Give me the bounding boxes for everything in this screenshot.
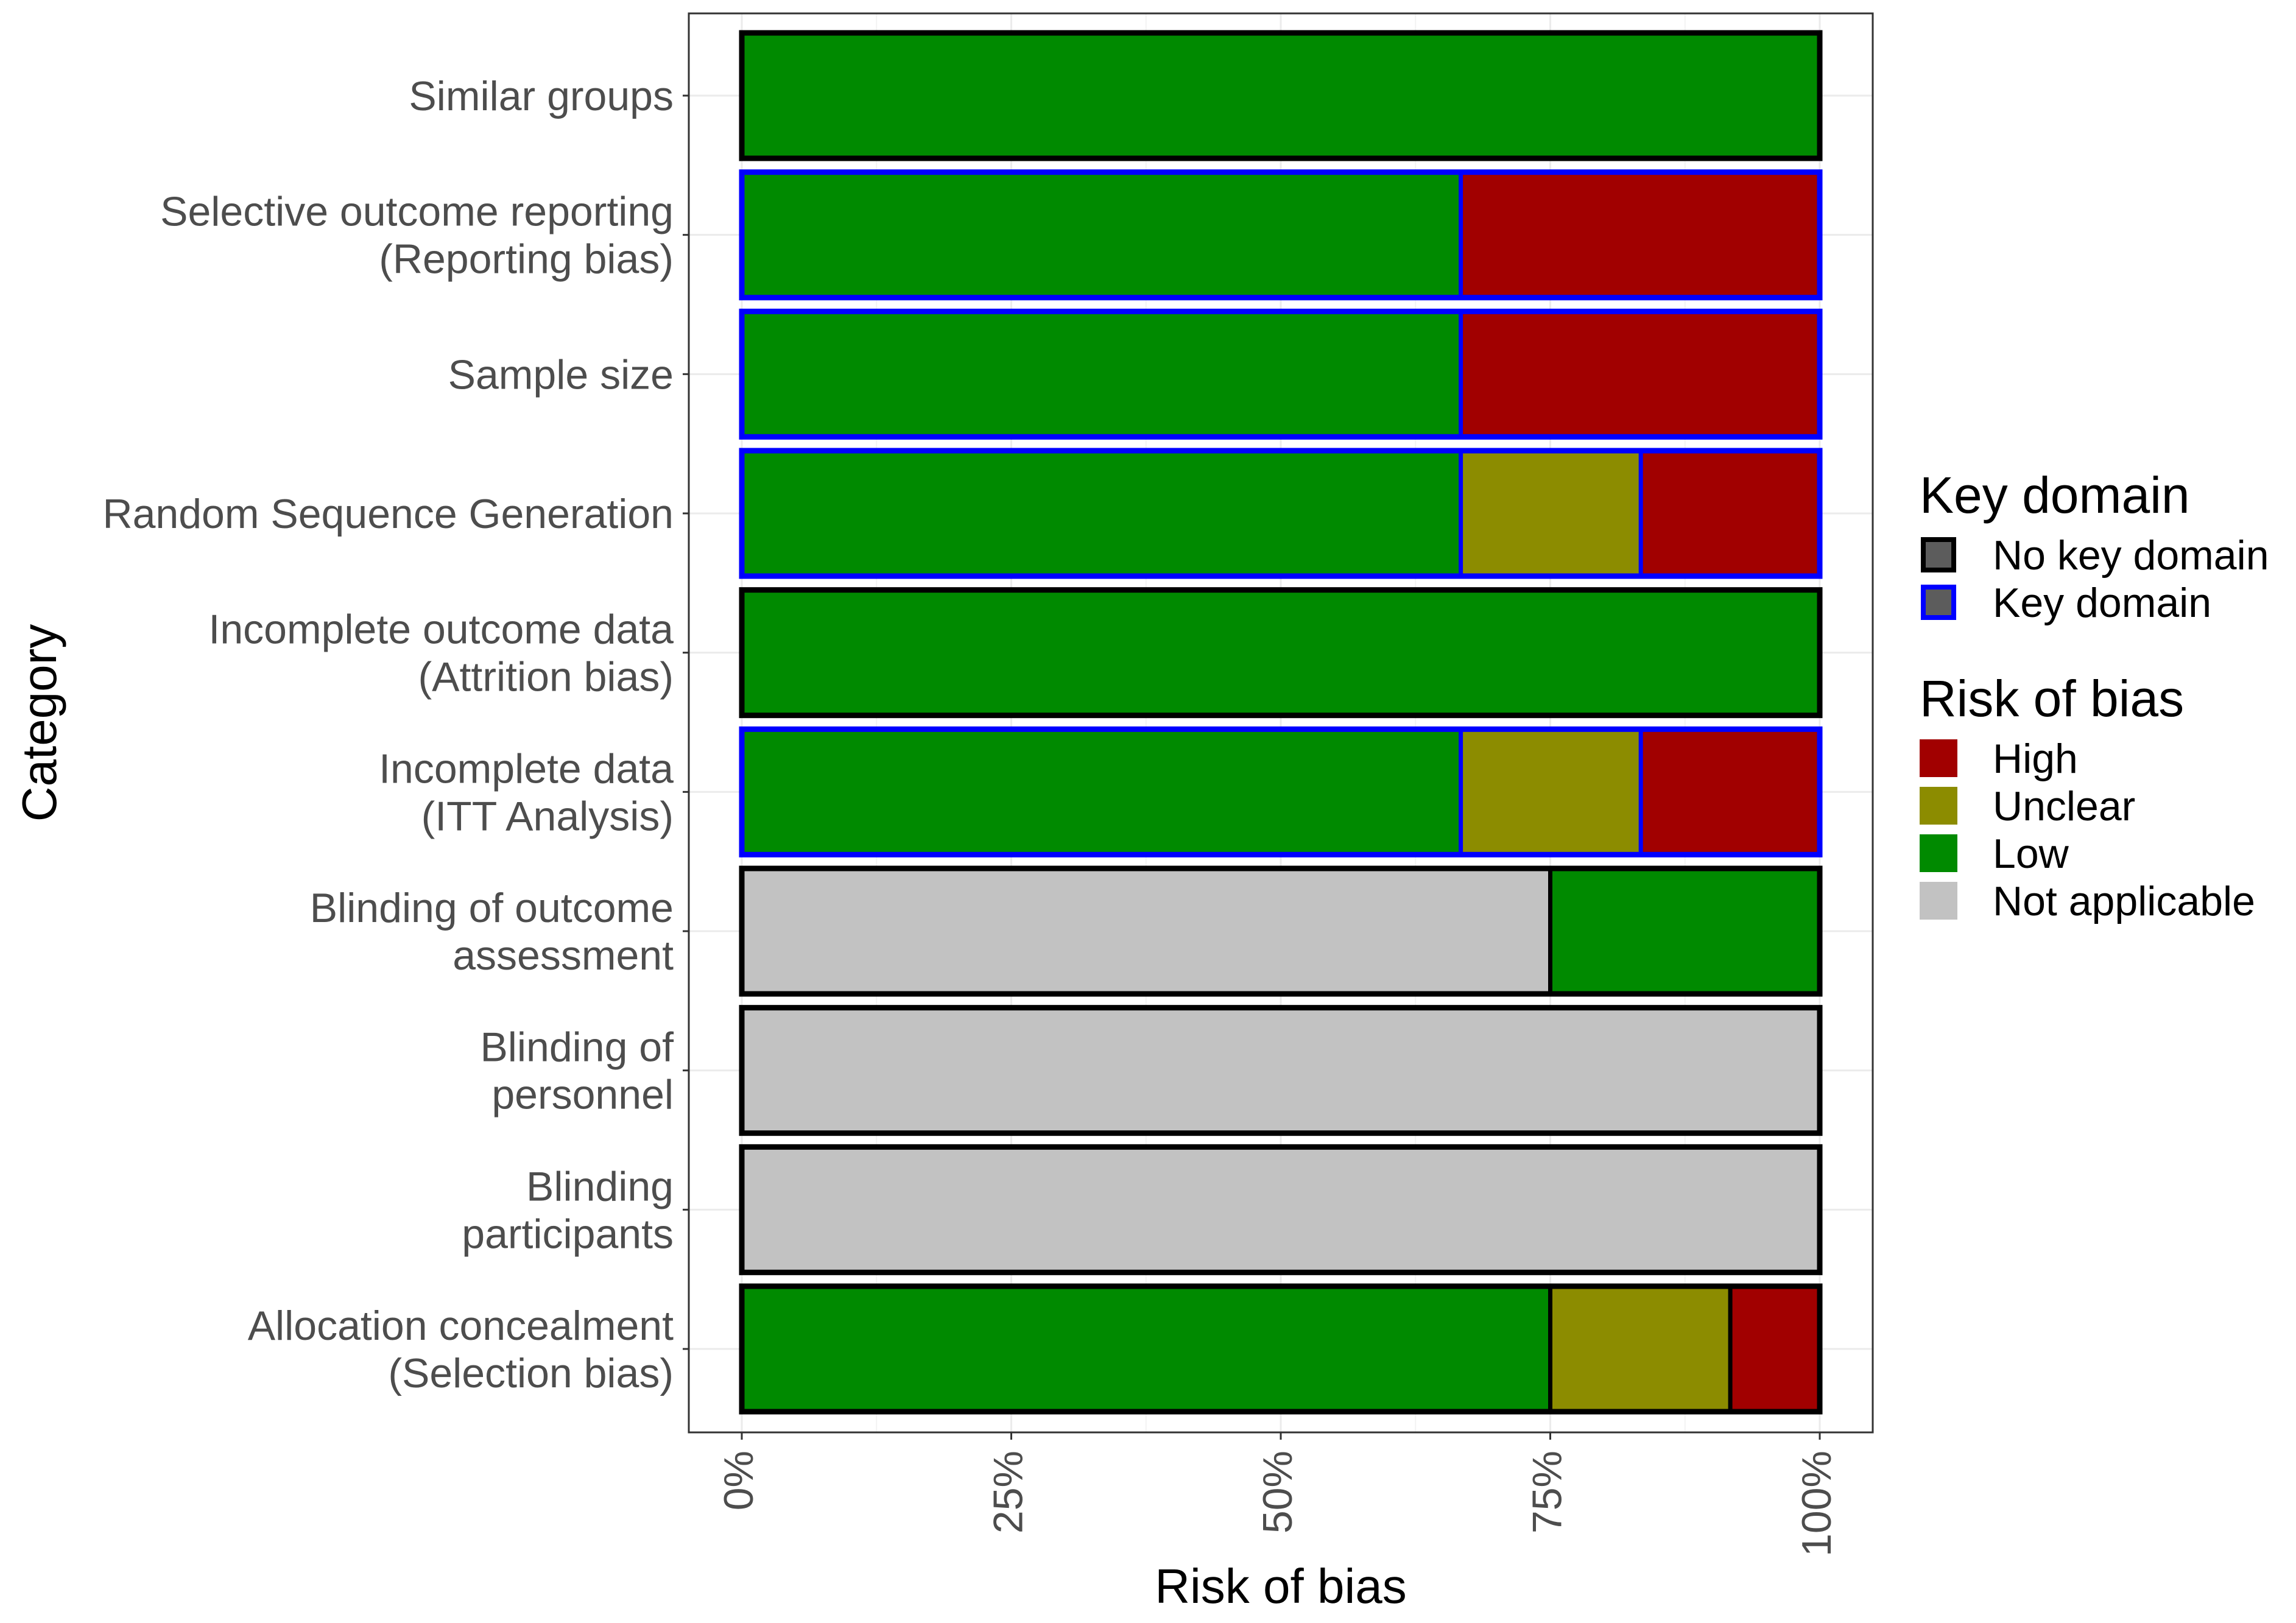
- category-label: participants: [462, 1211, 674, 1257]
- category-label: Selective outcome reporting: [160, 189, 674, 235]
- bar-segment: [742, 1147, 1820, 1273]
- bar-outline: [739, 1283, 1823, 1415]
- bar-group: [739, 169, 1823, 301]
- bar-group: [739, 1283, 1823, 1415]
- category-label: Sample size: [448, 351, 674, 398]
- bar-segment: [742, 729, 1461, 855]
- bar-segment: [1641, 729, 1820, 855]
- category-label: (ITT Analysis): [421, 793, 674, 839]
- bar-segment: [1460, 311, 1820, 437]
- bar-segment: [1460, 172, 1820, 298]
- bar-group: [739, 1005, 1823, 1136]
- category-label: Incomplete outcome data: [208, 607, 674, 653]
- legend-label: Not applicable: [1993, 878, 2255, 924]
- legend-key: [1921, 585, 1956, 620]
- bar-outline: [739, 448, 1823, 579]
- legend-label: High: [1993, 736, 2078, 782]
- x-tick-label: 75%: [1524, 1451, 1570, 1533]
- bar-segment: [1550, 868, 1820, 994]
- bar-segment: [742, 311, 1461, 437]
- bar-segment: [1641, 451, 1820, 576]
- bar-outline: [739, 865, 1823, 997]
- legend-title: Risk of bias: [1920, 670, 2184, 727]
- x-tick-label: 50%: [1255, 1451, 1301, 1533]
- category-label: Allocation concealment: [248, 1303, 674, 1349]
- category-label: (Reporting bias): [379, 236, 674, 283]
- legend-key: [1920, 787, 1957, 825]
- bar-group: [739, 587, 1823, 719]
- category-label: Similar groups: [409, 73, 674, 119]
- bar-outline: [739, 587, 1823, 719]
- category-label: (Selection bias): [388, 1350, 674, 1396]
- bar-group: [739, 726, 1823, 857]
- bar-segment: [742, 172, 1461, 298]
- bar-group: [739, 1144, 1823, 1275]
- category-label: Blinding of: [480, 1024, 674, 1071]
- bar-segment: [742, 590, 1820, 716]
- bar-segment: [1550, 1286, 1731, 1412]
- x-axis-ticks: 0% 25% 50% 75% 100%: [716, 1432, 1840, 1557]
- legend-label: Key domain: [1993, 580, 2211, 626]
- y-axis-title: Category: [12, 624, 66, 822]
- bar-outline: [739, 308, 1823, 440]
- bar-outline: [739, 1144, 1823, 1275]
- category-label: (Attrition bias): [418, 654, 674, 700]
- bar-segment: [1730, 1286, 1820, 1412]
- category-label: personnel: [491, 1072, 674, 1118]
- bar-outline: [739, 30, 1823, 161]
- x-tick-label: 100%: [1794, 1451, 1840, 1557]
- x-tick-label: 0%: [716, 1451, 762, 1510]
- category-label: Random Sequence Generation: [102, 491, 674, 537]
- bar-group: [739, 448, 1823, 579]
- bar-segment: [1460, 729, 1641, 855]
- bar-segment: [742, 33, 1820, 158]
- bar-outline: [739, 726, 1823, 857]
- bar-segment: [742, 451, 1461, 576]
- bar-segment: [1460, 451, 1641, 576]
- category-label: Incomplete data: [379, 745, 674, 792]
- bar-segment: [742, 868, 1551, 994]
- legend-label: No key domain: [1993, 532, 2269, 579]
- category-label: Blinding: [526, 1163, 674, 1209]
- x-axis-title: Risk of bias: [1155, 1559, 1406, 1613]
- legend-key: [1920, 834, 1957, 872]
- bar-segment: [742, 1286, 1551, 1412]
- legend-key: [1920, 882, 1957, 920]
- category-label: assessment: [453, 932, 674, 979]
- category-labels: Similar groups Selective outcome reportin…: [102, 73, 689, 1396]
- legend-key: [1921, 537, 1956, 572]
- bar-outline: [739, 1005, 1823, 1136]
- x-tick-label: 25%: [985, 1451, 1031, 1533]
- category-label: Blinding of outcome: [310, 885, 674, 931]
- bar-group: [739, 865, 1823, 997]
- bar-group: [739, 308, 1823, 440]
- legend-label: Low: [1993, 831, 2069, 877]
- legend-label: Unclear: [1993, 783, 2135, 829]
- legend-title: Key domain: [1920, 466, 2190, 524]
- bars-layer: [739, 30, 1823, 1415]
- bar-segment: [742, 1007, 1820, 1133]
- legend-key: [1920, 739, 1957, 777]
- bar-group: [739, 30, 1823, 161]
- bar-outline: [739, 169, 1823, 301]
